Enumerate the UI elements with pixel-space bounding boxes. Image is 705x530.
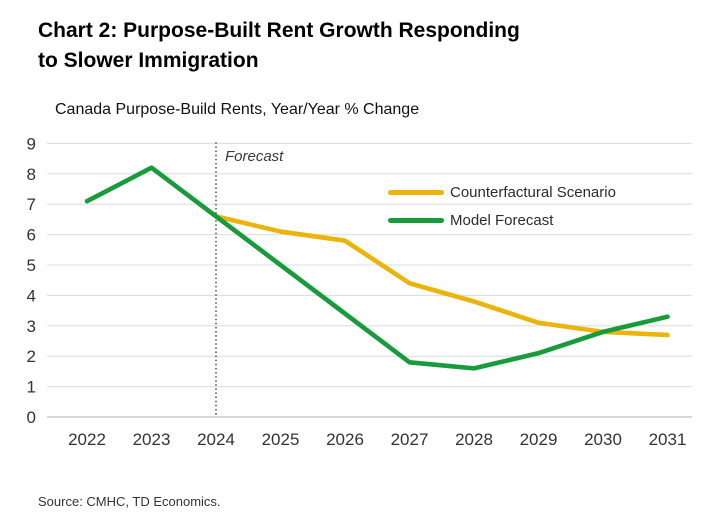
x-tick-label-2029: 2029 bbox=[520, 430, 558, 449]
x-tick-label-2031: 2031 bbox=[649, 430, 687, 449]
legend-label-counterfactural: Counterfactural Scenario bbox=[450, 183, 616, 201]
counterfactural-line-swatch bbox=[388, 189, 444, 195]
legend-label-model-forecast: Model Forecast bbox=[450, 211, 554, 229]
y-tick-label-0: 0 bbox=[27, 408, 36, 427]
y-tick-label-5: 5 bbox=[27, 256, 36, 275]
y-tick-label-2: 2 bbox=[27, 347, 36, 366]
series-line-model-forecast bbox=[84, 165, 670, 371]
source-note: Source: CMHC, TD Economics. bbox=[38, 494, 221, 509]
y-tick-label-9: 9 bbox=[27, 134, 36, 153]
x-tick-label-2022: 2022 bbox=[68, 430, 106, 449]
y-tick-label-6: 6 bbox=[27, 226, 36, 245]
y-tick-label-8: 8 bbox=[27, 165, 36, 184]
y-tick-label-3: 3 bbox=[27, 317, 36, 336]
x-tick-label-2027: 2027 bbox=[391, 430, 429, 449]
chart-subtitle: Canada Purpose-Build Rents, Year/Year % … bbox=[55, 101, 420, 118]
x-tick-label-2026: 2026 bbox=[326, 430, 364, 449]
series-line-counterfactural-scenario bbox=[213, 214, 670, 338]
y-tick-label-7: 7 bbox=[27, 195, 36, 214]
x-tick-label-2024: 2024 bbox=[197, 430, 235, 449]
legend-item-model-forecast: Model Forecast bbox=[388, 206, 678, 234]
x-tick-label-2023: 2023 bbox=[133, 430, 171, 449]
model-forecast-line-swatch bbox=[388, 217, 444, 223]
chart-legend: Counterfactural Scenario Model Forecast bbox=[388, 178, 678, 234]
forecast-label: Forecast bbox=[225, 148, 284, 165]
y-tick-label-4: 4 bbox=[27, 286, 36, 305]
chart-title: Chart 2: Purpose-Built Rent Growth Respo… bbox=[38, 16, 520, 76]
x-tick-label-2028: 2028 bbox=[455, 430, 493, 449]
y-tick-label-1: 1 bbox=[27, 378, 36, 397]
chart-title-line1: Chart 2: Purpose-Built Rent Growth Respo… bbox=[38, 19, 520, 42]
x-tick-label-2025: 2025 bbox=[262, 430, 300, 449]
line-chart: 0 1 2 3 4 5 6 7 8 9 Forecast 2022 2023 2024 2025 2026 20… bbox=[27, 134, 692, 449]
x-tick-label-2030: 2030 bbox=[584, 430, 622, 449]
legend-item-counterfactural: Counterfactural Scenario bbox=[388, 178, 678, 206]
chart-title-line2: to Slower Immigration bbox=[38, 49, 259, 72]
